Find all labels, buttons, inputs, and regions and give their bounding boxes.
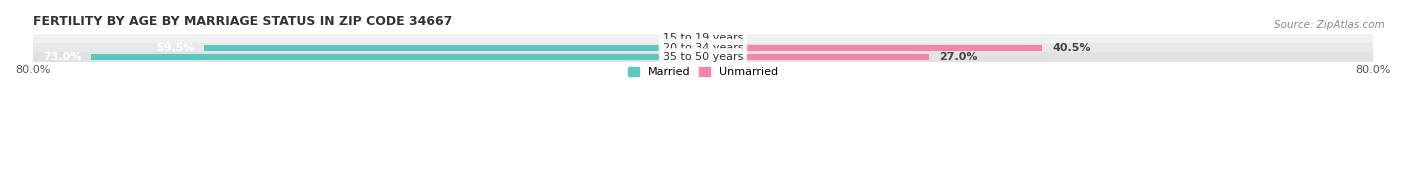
Text: 59.5%: 59.5% (156, 43, 194, 53)
Text: 27.0%: 27.0% (939, 52, 977, 62)
Bar (204, 45, 703, 51)
Bar (703, 54, 929, 60)
Text: 0.0%: 0.0% (659, 34, 690, 44)
Bar (91, 54, 703, 60)
Bar (32, 43, 1374, 53)
Text: 73.0%: 73.0% (44, 52, 82, 62)
Bar (703, 45, 1042, 51)
Legend: Married, Unmarried: Married, Unmarried (627, 67, 779, 77)
Text: 20 to 34 years: 20 to 34 years (662, 43, 744, 53)
Bar (32, 34, 1374, 43)
Text: 0.0%: 0.0% (716, 34, 747, 44)
Text: 15 to 19 years: 15 to 19 years (662, 34, 744, 44)
Bar (32, 53, 1374, 62)
Text: FERTILITY BY AGE BY MARRIAGE STATUS IN ZIP CODE 34667: FERTILITY BY AGE BY MARRIAGE STATUS IN Z… (32, 15, 453, 28)
Text: 35 to 50 years: 35 to 50 years (662, 52, 744, 62)
Text: 40.5%: 40.5% (1053, 43, 1091, 53)
Text: Source: ZipAtlas.com: Source: ZipAtlas.com (1274, 20, 1385, 30)
